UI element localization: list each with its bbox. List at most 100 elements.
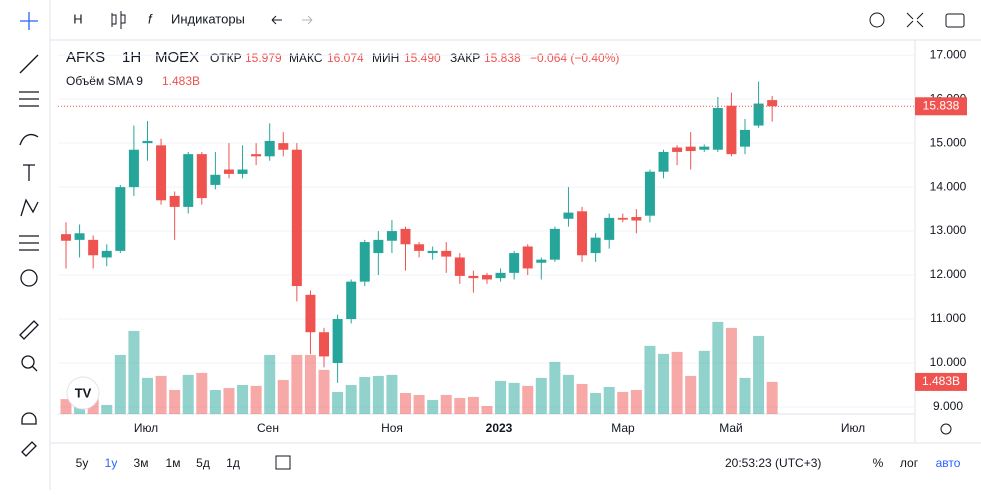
volume-bar bbox=[264, 354, 276, 414]
drawing-tools[interactable] bbox=[19, 12, 39, 457]
volume-bar bbox=[318, 369, 330, 414]
candle-body bbox=[563, 212, 574, 219]
volume-bar bbox=[739, 377, 751, 414]
legend: AFKS 1H MOEX ОТКР 15.979 МАКС 16.074 МИН… bbox=[66, 49, 619, 88]
price-label: 15.838 bbox=[923, 98, 960, 112]
symbol: AFKS bbox=[66, 49, 105, 66]
volume-label-box bbox=[915, 372, 967, 391]
volume-bar bbox=[182, 374, 194, 414]
volume-bar bbox=[304, 354, 316, 414]
volume-bar bbox=[481, 405, 493, 414]
volume-bar bbox=[209, 389, 221, 414]
volume-bar bbox=[753, 335, 765, 414]
volume-bar bbox=[277, 380, 289, 414]
x-tick-label: Сен bbox=[257, 421, 279, 435]
range-button[interactable]: 1y bbox=[105, 456, 118, 470]
volume-bar bbox=[549, 361, 561, 414]
candle-body bbox=[115, 187, 126, 251]
y-tick-label: 11.000 bbox=[930, 311, 966, 325]
interval-button[interactable]: Н bbox=[73, 11, 82, 26]
volume-bar bbox=[332, 391, 344, 414]
volume-bar bbox=[495, 380, 507, 414]
volume-bar bbox=[685, 375, 697, 414]
candle-body bbox=[400, 228, 411, 245]
volume-bar bbox=[155, 375, 167, 414]
undo[interactable] bbox=[271, 15, 282, 25]
candle-body bbox=[549, 228, 560, 260]
candle-body bbox=[427, 250, 438, 254]
volume-bar bbox=[250, 385, 262, 414]
volume-bar bbox=[671, 351, 683, 414]
volume-bar bbox=[87, 399, 99, 414]
candle-body bbox=[468, 275, 479, 279]
volume-bar bbox=[169, 389, 181, 414]
x-tick-label: Июл bbox=[841, 421, 865, 435]
volume-bar bbox=[725, 327, 737, 414]
chart-type-icon[interactable] bbox=[111, 11, 126, 29]
range-button[interactable]: 1д bbox=[226, 456, 240, 470]
candle-body bbox=[712, 107, 723, 150]
low-label: МИН bbox=[372, 51, 399, 65]
open-label: ОТКР bbox=[210, 51, 242, 65]
candle-body bbox=[604, 217, 615, 240]
screenshot[interactable] bbox=[945, 13, 965, 28]
indicators-button[interactable]: Индикаторы bbox=[171, 11, 245, 26]
y-tick-label: 12.000 bbox=[930, 267, 967, 281]
candle-body bbox=[753, 103, 764, 126]
change: −0.064 (−0.40%) bbox=[530, 51, 619, 65]
candle-body bbox=[251, 154, 262, 157]
volume-bar bbox=[644, 345, 656, 414]
candle-body bbox=[319, 332, 330, 357]
candle-body bbox=[495, 272, 506, 279]
exchange: MOEX bbox=[155, 49, 199, 66]
close-value: 15.838 bbox=[484, 51, 521, 65]
candle-body bbox=[183, 154, 194, 207]
redo[interactable] bbox=[302, 15, 313, 25]
candle-body bbox=[509, 253, 520, 273]
auto-toggle[interactable]: авто bbox=[936, 456, 961, 470]
volume-bar bbox=[590, 393, 602, 414]
candle-body bbox=[767, 100, 778, 107]
candle-body bbox=[726, 105, 737, 155]
date-range[interactable] bbox=[275, 455, 291, 470]
candle-body bbox=[223, 169, 234, 174]
volume-bar bbox=[386, 374, 398, 414]
range-button[interactable]: 3м bbox=[134, 456, 149, 470]
log-toggle[interactable]: лог bbox=[900, 456, 919, 470]
candle-body bbox=[536, 259, 547, 263]
candle-body bbox=[61, 234, 71, 241]
volume-bar bbox=[427, 399, 439, 414]
price-label-box bbox=[915, 97, 967, 116]
volume-bar bbox=[114, 354, 126, 414]
candle-body bbox=[577, 211, 588, 256]
volume-bar bbox=[400, 393, 411, 414]
volume-bar bbox=[522, 385, 534, 414]
high-label: МАКС bbox=[289, 51, 323, 65]
range-button[interactable]: 1м bbox=[166, 456, 181, 470]
fx-icon[interactable]: f bbox=[148, 11, 153, 26]
candle-body bbox=[386, 231, 397, 241]
candle-body bbox=[210, 174, 221, 185]
axis-settings[interactable] bbox=[940, 423, 952, 435]
volume-bar bbox=[630, 389, 642, 414]
volume-bar bbox=[440, 394, 452, 414]
high-value: 16.074 bbox=[327, 51, 364, 65]
settings[interactable] bbox=[869, 12, 885, 28]
volume-value: 1.483B bbox=[162, 74, 200, 88]
candle-body bbox=[128, 149, 139, 188]
candle-body bbox=[346, 281, 357, 320]
range-button[interactable]: 5д bbox=[196, 456, 210, 470]
candle-body bbox=[101, 250, 112, 258]
y-tick-label: 17.000 bbox=[930, 47, 967, 61]
percent-toggle[interactable]: % bbox=[873, 456, 884, 470]
x-tick-label: Мар bbox=[611, 421, 635, 435]
volume-bar bbox=[454, 397, 466, 414]
candle-body bbox=[522, 246, 533, 269]
candle-body bbox=[264, 140, 275, 157]
fullscreen[interactable] bbox=[906, 12, 924, 28]
top-toolbar: Н f Индикаторы bbox=[73, 11, 965, 29]
range-button[interactable]: 5y bbox=[76, 456, 89, 470]
tv-logo bbox=[66, 376, 100, 410]
